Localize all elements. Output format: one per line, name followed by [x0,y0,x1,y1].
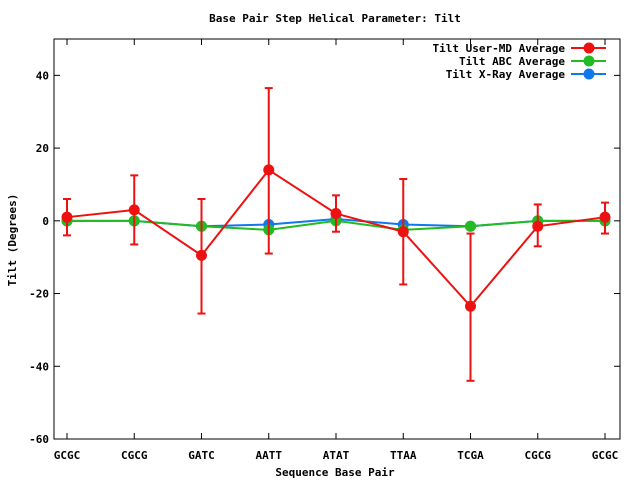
legend-marker [583,55,595,67]
x-axis-label: Sequence Base Pair [275,466,395,479]
x-tick-label: GCGC [54,449,81,462]
data-point [397,226,409,238]
data-point [330,208,342,220]
data-point [465,300,476,312]
y-axis-label: Tilt (Degrees) [6,194,19,287]
x-tick-label: GCGC [592,449,619,462]
y-tick-label: 20 [36,142,49,155]
series-layer [61,87,611,382]
x-tick-label: ATAT [323,449,350,462]
data-point [599,211,611,223]
axis-ticks: -60 -40 -20 0 20 40 GCGC CGCG GATC AATT ATAT TTAA TC… [29,39,620,462]
chart-title: Base Pair Step Helical Parameter: Tilt [209,12,461,25]
legend-label: Tilt ABC Average [459,55,565,68]
legend-label: Tilt User-MD Average [433,42,566,55]
plot-frame [53,38,621,440]
y-tick-label: 0 [42,215,49,228]
series-1 [61,87,611,382]
y-tick-label: -20 [29,288,49,301]
data-point [196,249,207,261]
x-tick-label: TCGA [457,449,484,462]
data-point [532,220,544,232]
legend-label: Tilt X-Ray Average [446,68,566,81]
y-tick-label: 40 [36,69,49,82]
y-tick-label: -60 [29,433,49,446]
x-tick-label: AATT [256,449,283,462]
x-tick-label: GATC [188,449,215,462]
data-point [128,204,140,216]
y-tick-label: -40 [29,360,49,373]
x-tick-label: CGCG [121,449,148,462]
data-point [61,211,73,223]
legend-marker [583,42,595,54]
legend-marker [583,68,595,80]
data-point [465,220,476,232]
x-tick-label: TTAA [390,449,417,462]
x-tick-label: CGCG [525,449,552,462]
data-point [263,164,275,176]
series-line [66,168,606,308]
